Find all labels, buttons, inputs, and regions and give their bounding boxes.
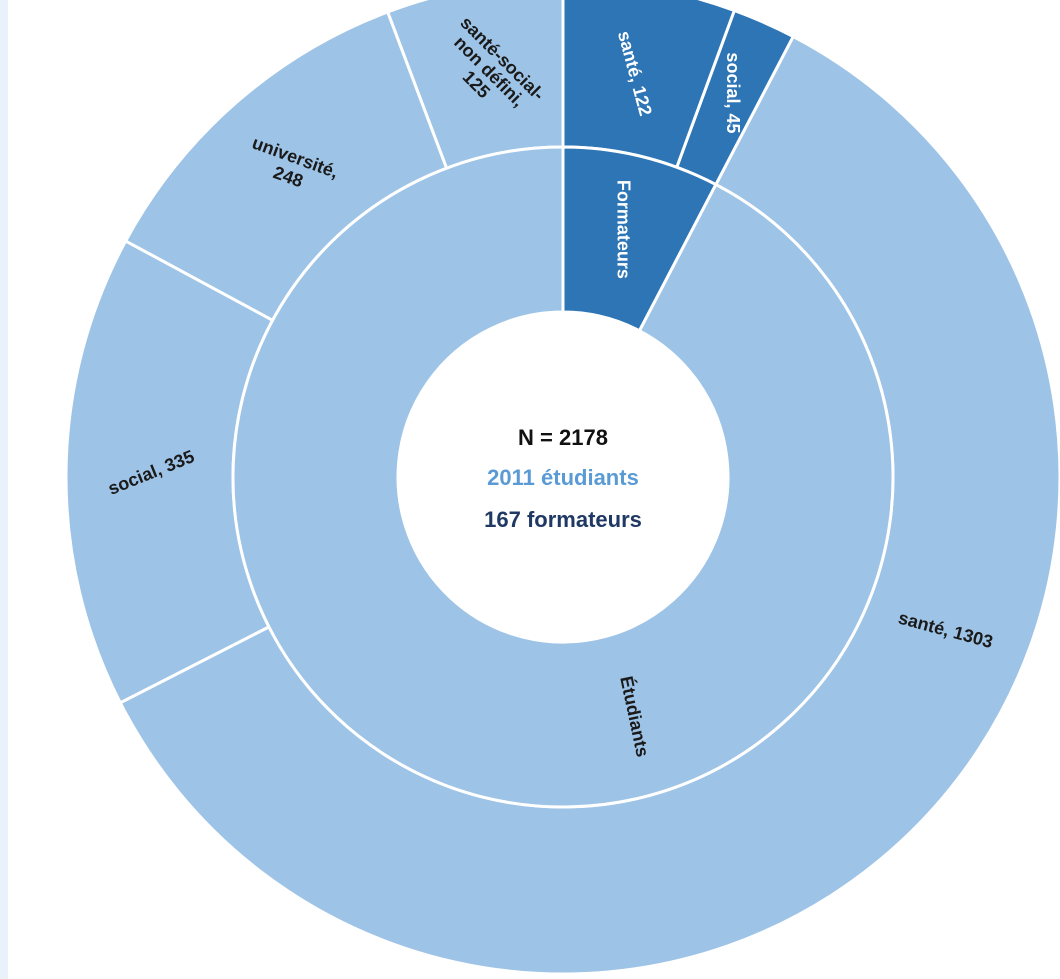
center-trainers-label: 167 formateurs: [484, 507, 642, 532]
center-hole: [398, 312, 728, 642]
outer-label-formateurs-social: social, 45: [723, 52, 743, 133]
inner-label-formateurs: Formateurs: [614, 180, 634, 279]
center-students-label: 2011 étudiants: [487, 465, 639, 490]
center-total-label: N = 2178: [518, 425, 608, 450]
center-summary: N = 2178 2011 étudiants 167 formateurs: [484, 425, 642, 532]
chart-frame: social, 45 santé, 122 santé-social-non déf…: [8, 0, 1060, 979]
outer-ring: [64, 0, 1060, 976]
